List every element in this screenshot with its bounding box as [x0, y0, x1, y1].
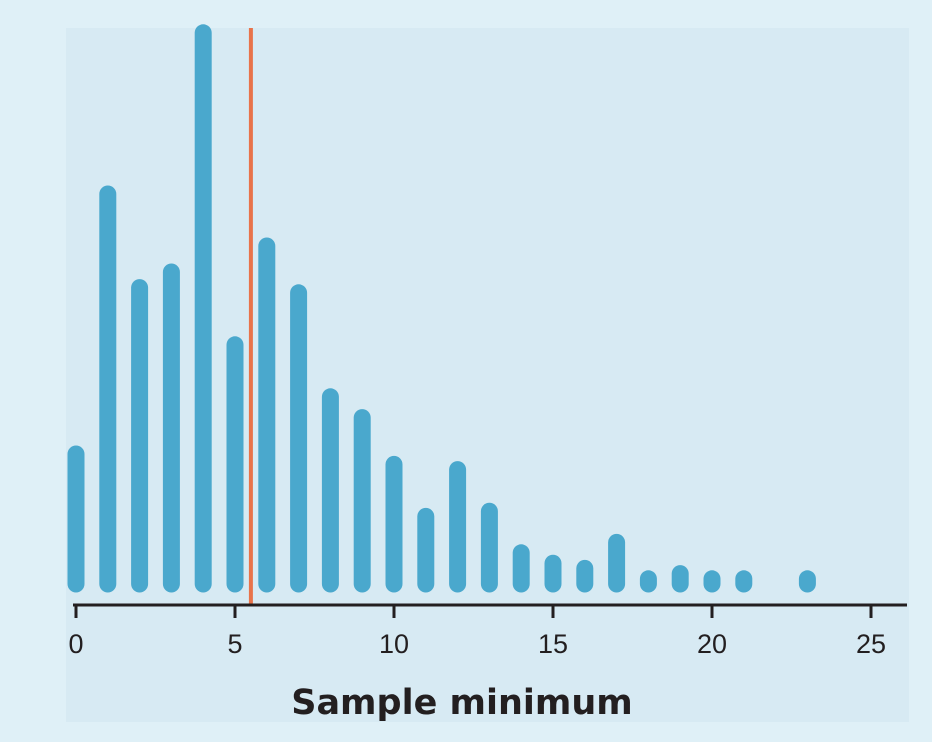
dot-columns — [67, 24, 816, 593]
x-tick-label-5: 5 — [227, 629, 242, 659]
x-tick-label-20: 20 — [697, 629, 727, 659]
x-tick-label-25: 25 — [856, 629, 886, 659]
x-tick-label-15: 15 — [538, 629, 568, 659]
x-tick-label-10: 10 — [379, 629, 409, 659]
x-tick-label-0: 0 — [68, 629, 83, 659]
plot-background — [66, 28, 909, 722]
x-axis-title: Sample minimum — [291, 683, 633, 723]
x-axis-ticks: 0 5 10 15 20 25 — [68, 605, 886, 659]
